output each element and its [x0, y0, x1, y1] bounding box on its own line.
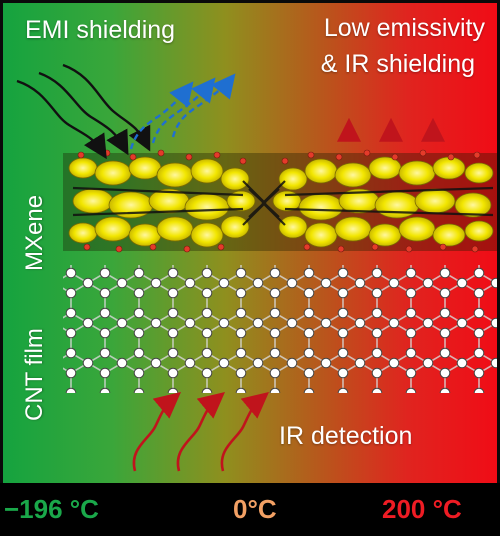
mxene-layer [63, 149, 497, 253]
low-emissivity-label: Low emissivity [323, 14, 485, 42]
red-wave-arrow-icon [220, 392, 269, 472]
emitted-ir-arrows [337, 117, 445, 142]
reflected-waves [129, 73, 236, 150]
cnt-film-label: CNT film [21, 328, 48, 421]
dashed-blue-wave-arrow-icon [171, 73, 236, 138]
black-wave-arrow-icon [38, 71, 129, 156]
dashed-blue-wave-arrow-icon [151, 77, 216, 144]
emi-shielding-label: EMI shielding [25, 16, 176, 44]
temperature-mid-label: 0°C [233, 494, 277, 524]
temperature-scale: −196 °C 0°C 200 °C [0, 483, 500, 536]
cnt-film-layer [63, 265, 497, 393]
black-wave-arrow-icon [16, 79, 107, 160]
black-wave-arrow-icon [62, 63, 151, 152]
ir-shielding-label: & IR shielding [320, 50, 475, 78]
diagram-panel: EMI shielding Low emissivity & IR shield… [3, 3, 497, 483]
red-wave-arrow-icon [176, 392, 225, 472]
mxene-label: MXene [21, 194, 48, 271]
red-wave-arrow-icon [132, 392, 181, 472]
temperature-hot-label: 200 °C [382, 494, 462, 524]
incoming-emi-waves [16, 63, 151, 160]
ir-detection-waves [132, 392, 269, 472]
temperature-cold-label: −196 °C [4, 494, 99, 524]
dashed-blue-wave-arrow-icon [129, 81, 194, 150]
ir-detection-label: IR detection [279, 422, 413, 450]
diagram-artwork [16, 63, 497, 472]
